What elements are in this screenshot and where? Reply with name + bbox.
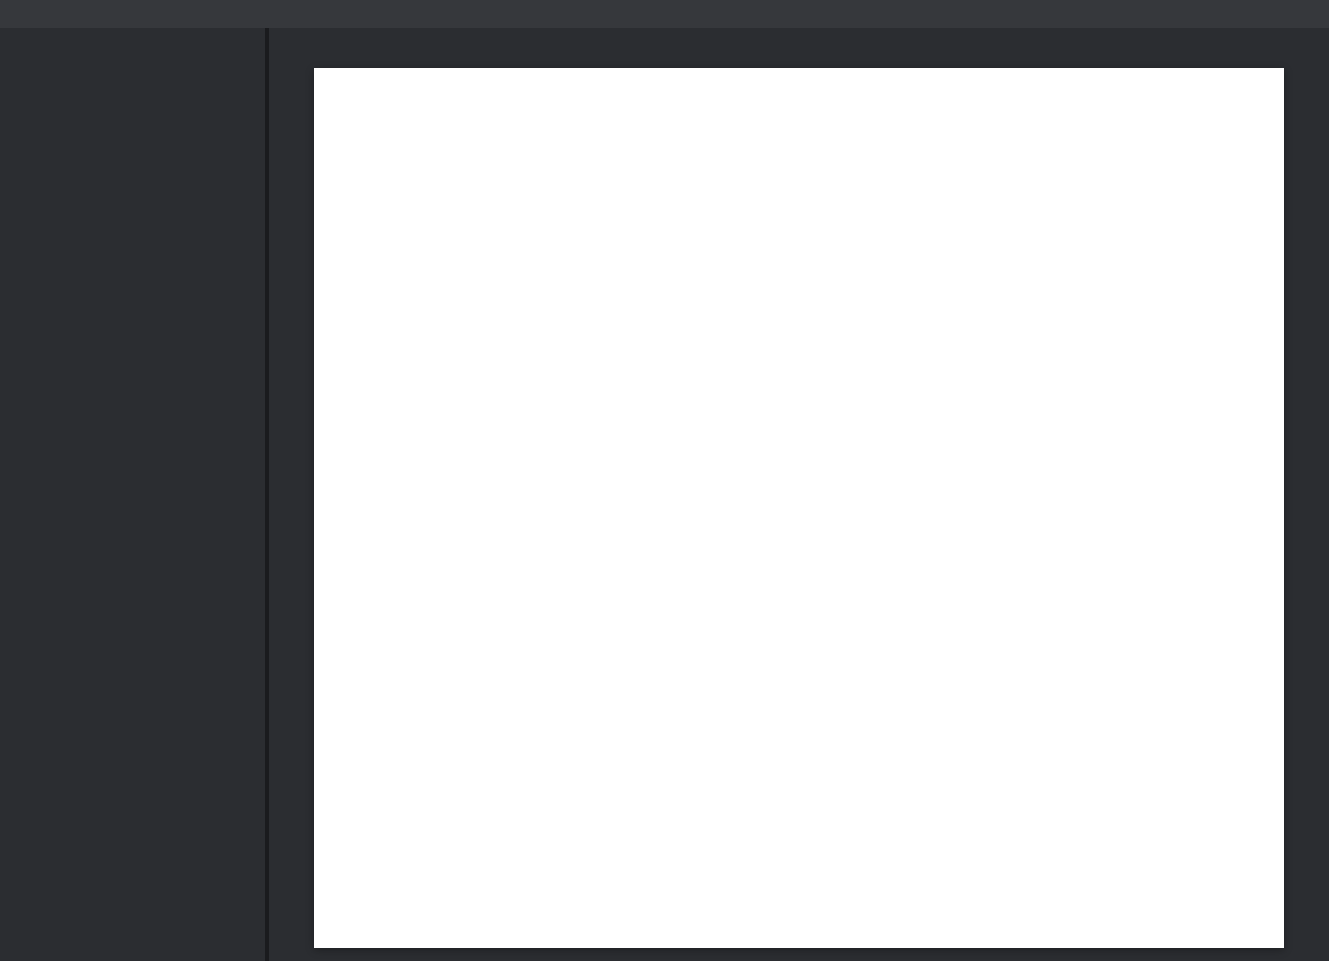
main-area	[0, 28, 1329, 961]
document-page	[314, 68, 1284, 948]
pdf-toolbar	[0, 0, 1329, 28]
document-scroll-area[interactable]	[269, 28, 1329, 961]
thumbnail-sidebar	[0, 28, 265, 961]
